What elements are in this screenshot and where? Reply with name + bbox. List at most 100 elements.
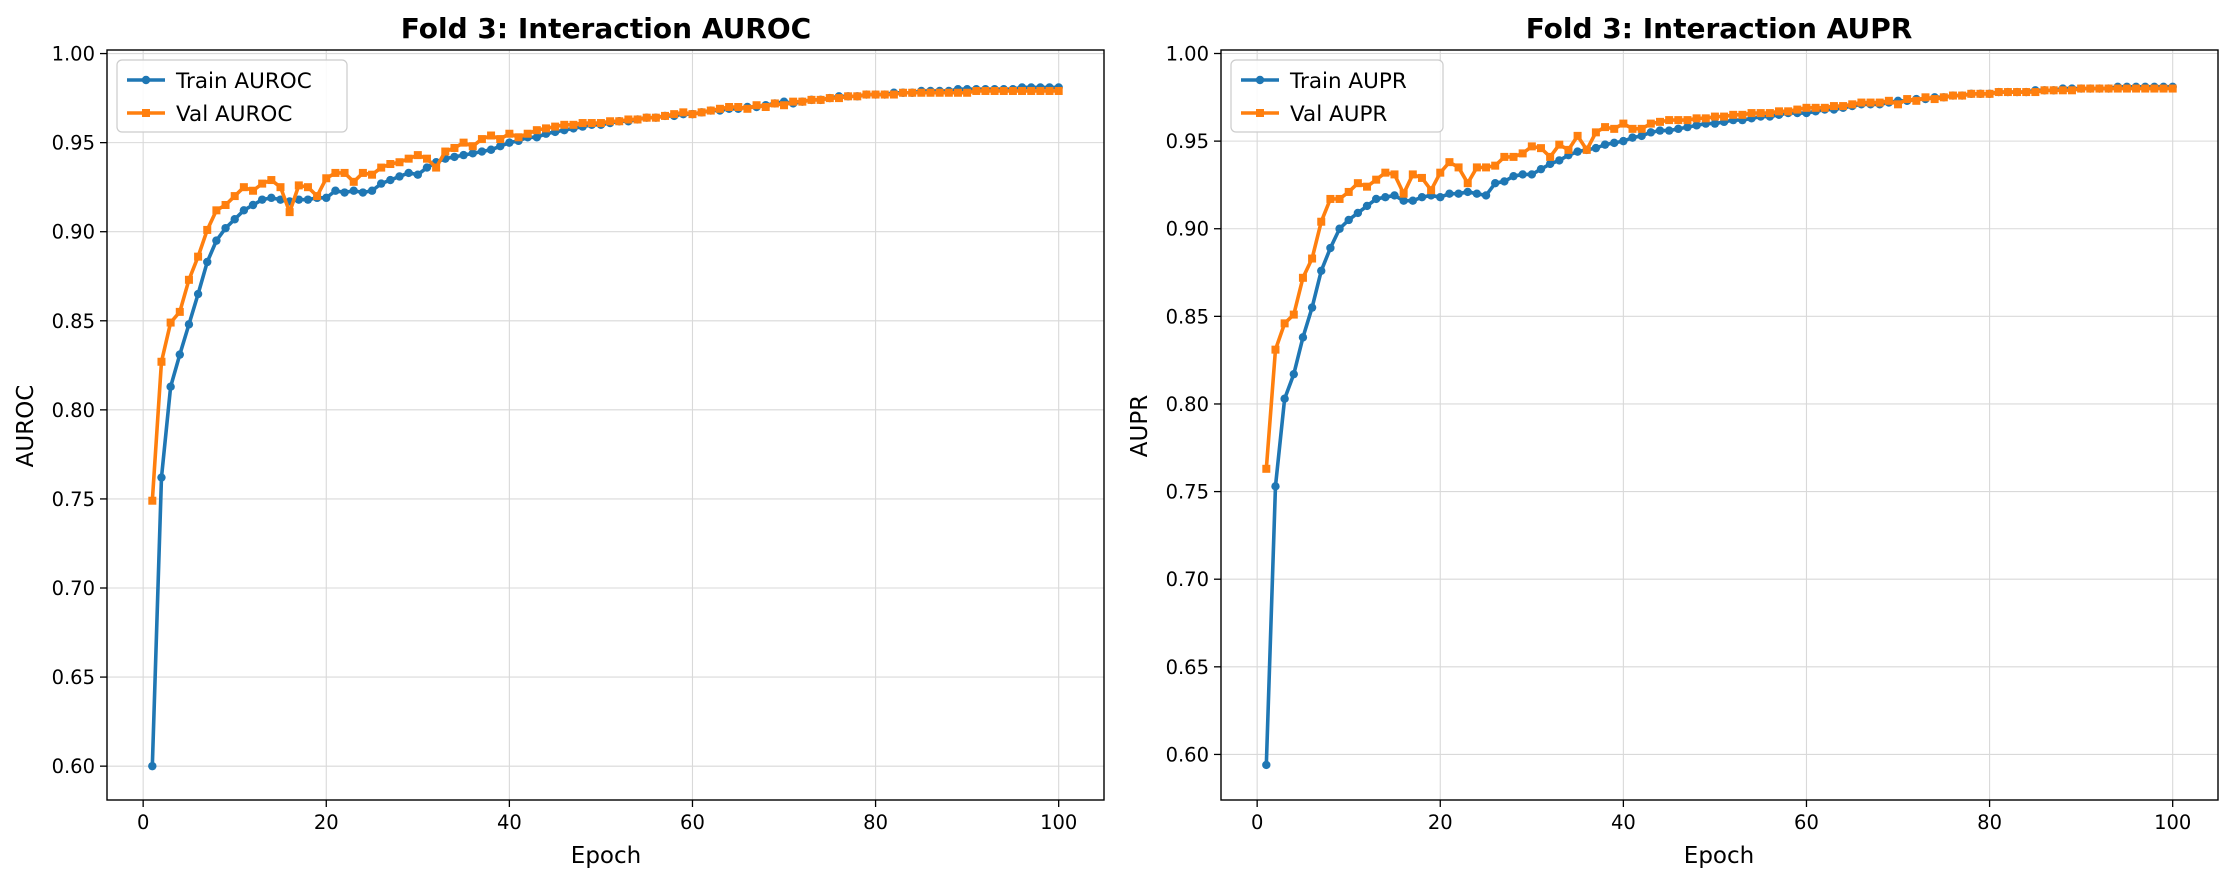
data-point-square	[1775, 107, 1784, 116]
data-point-circle	[1509, 171, 1518, 181]
data-point-circle	[340, 188, 349, 197]
y-tick-label: 0.85	[1166, 305, 1209, 328]
data-point-square	[1637, 124, 1646, 133]
data-point-square	[633, 115, 642, 124]
x-tick-label: 80	[863, 811, 888, 834]
data-point-square	[1619, 119, 1628, 128]
y-tick-label: 0.75	[52, 488, 95, 511]
data-point-square	[1280, 319, 1289, 328]
data-point-circle	[1536, 164, 1546, 174]
auroc-chart-panel: Fold 3: Interaction AUROC Epoch AUROC 0 2…	[13, 12, 1105, 869]
data-point-square	[1445, 158, 1454, 167]
data-point-square	[1463, 179, 1472, 188]
data-point-square	[541, 124, 550, 133]
data-point-square	[1683, 116, 1692, 125]
y-axis-label: AUROC	[13, 385, 39, 468]
data-point-circle	[267, 193, 276, 203]
data-point-circle	[395, 172, 404, 181]
data-point-square	[2095, 84, 2104, 93]
axes-frame	[1220, 49, 2219, 801]
data-point-square	[1381, 168, 1390, 177]
data-point-circle	[1262, 760, 1271, 770]
data-point-square	[1054, 86, 1063, 95]
data-point-square	[1948, 91, 1957, 100]
data-point-circle	[248, 200, 258, 210]
data-point-square	[1857, 98, 1866, 107]
x-tick-label: 0	[137, 811, 149, 834]
data-point-square	[807, 95, 816, 104]
data-point-circle	[1271, 482, 1280, 491]
data-point-square	[2040, 86, 2049, 95]
data-point-square	[578, 119, 587, 128]
data-point-square	[1903, 95, 1912, 104]
data-point-square	[468, 142, 477, 151]
data-point-circle	[148, 761, 157, 771]
data-point-square	[661, 111, 670, 120]
ticks: 0 20 40 60 80 100 0.60 0.65 0.70 0.75 0.80 0.85 0.90…	[1166, 43, 2192, 834]
data-point-circle	[1600, 140, 1610, 149]
data-point-square	[1399, 189, 1408, 198]
y-tick-label: 0.90	[52, 221, 95, 244]
legend-entry: Train AUROC	[127, 69, 312, 94]
data-point-square	[1372, 175, 1381, 184]
legend-marker-square	[142, 109, 150, 117]
data-point-circle	[1417, 192, 1427, 202]
data-point-square	[1417, 173, 1426, 182]
data-point-square	[1027, 86, 1036, 95]
data-point-square	[1967, 89, 1976, 98]
data-point-square	[1363, 182, 1372, 191]
data-point-square	[1335, 194, 1344, 203]
data-point-square	[166, 318, 175, 327]
legend-box	[1230, 59, 1444, 133]
data-point-square	[313, 192, 322, 201]
data-point-circle	[303, 195, 313, 204]
data-point-circle	[1683, 122, 1692, 132]
data-point-square	[889, 90, 898, 99]
data-point-square	[157, 357, 166, 366]
data-point-square	[239, 183, 248, 192]
data-point-square	[816, 95, 825, 104]
data-point-circle	[505, 138, 514, 147]
data-point-circle	[1289, 369, 1298, 379]
y-axis-label: AUPR	[1127, 395, 1153, 457]
data-point-square	[834, 94, 843, 103]
data-point-circle	[230, 215, 239, 224]
data-point-square	[386, 160, 395, 169]
data-point-square	[2077, 84, 2086, 93]
data-point-square	[1811, 103, 1820, 112]
data-point-square	[606, 117, 615, 126]
data-point-square	[221, 200, 230, 209]
data-point-circle	[1610, 138, 1619, 148]
y-tick-label: 1.00	[52, 43, 95, 66]
data-point-square	[496, 135, 505, 144]
data-point-circle	[367, 186, 377, 195]
legend: Train AUPR Val AUPR	[1230, 59, 1444, 133]
y-tick-label: 0.65	[52, 666, 95, 689]
data-point-circle	[1472, 189, 1482, 198]
data-point-circle	[1454, 189, 1463, 198]
data-point-circle	[203, 257, 212, 267]
data-point-square	[487, 131, 496, 140]
data-point-square	[972, 86, 981, 95]
chart-title: Fold 3: Interaction AUPR	[1526, 12, 1913, 45]
data-point-square	[1674, 116, 1683, 125]
x-tick-label: 60	[1794, 811, 1819, 834]
data-point-circle	[1353, 208, 1363, 218]
data-point-square	[798, 97, 807, 106]
data-point-circle	[358, 188, 368, 197]
data-point-square	[1591, 128, 1600, 137]
legend-entry: Val AUPR	[1241, 102, 1387, 127]
data-point-circle	[1710, 119, 1720, 128]
data-point-square	[670, 110, 679, 119]
data-point-square	[1875, 98, 1884, 107]
data-point-square	[514, 133, 523, 142]
data-point-square	[551, 122, 560, 131]
data-point-square	[880, 90, 889, 99]
data-point-square	[1665, 116, 1674, 125]
data-point-circle	[212, 236, 221, 245]
data-point-circle	[349, 186, 358, 195]
data-point-circle	[157, 473, 166, 482]
data-point-circle	[221, 223, 230, 233]
data-point-square	[853, 92, 862, 101]
